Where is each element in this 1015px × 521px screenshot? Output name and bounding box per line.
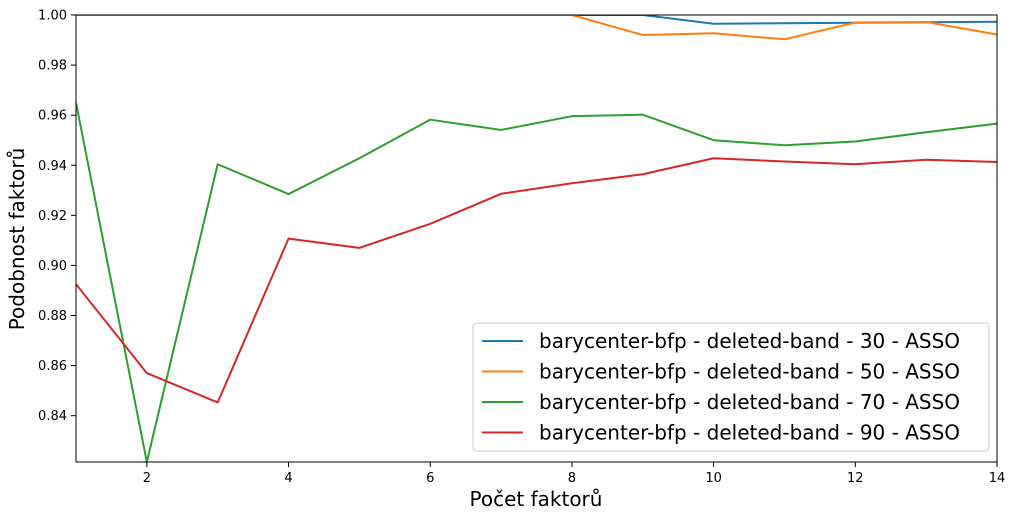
y-tick-label: 0.92 — [38, 209, 67, 224]
x-axis-title: Počet faktorů — [470, 487, 603, 511]
y-tick-label: 0.88 — [38, 309, 67, 324]
series-line-4 — [76, 157, 997, 404]
legend-label-4: barycenter-bfp - deleted-band - 90 - ASS… — [539, 421, 960, 445]
legend: barycenter-bfp - deleted-band - 30 - ASS… — [472, 322, 990, 452]
x-tick-label: 2 — [143, 471, 151, 486]
legend-label-1: barycenter-bfp - deleted-band - 30 - ASS… — [539, 329, 960, 353]
legend-label-2: barycenter-bfp - deleted-band - 50 - ASS… — [539, 360, 960, 384]
x-tick-label: 4 — [284, 471, 292, 486]
x-tick-label: 6 — [426, 471, 434, 486]
axes-layer: 2 4 6 8 10 12 14 0.84 0.86 0.88 0.90 0.92 0.94 0.96 0.… — [38, 9, 1005, 487]
series-line-3 — [76, 102, 997, 462]
y-tick-label: 0.98 — [38, 59, 67, 74]
y-tick-label: 0.94 — [38, 159, 67, 174]
x-tick-label: 8 — [568, 471, 576, 486]
y-tick-label: 0.84 — [38, 409, 67, 424]
plot-frame — [75, 14, 998, 463]
legend-box — [472, 322, 990, 452]
x-tick-label: 14 — [989, 471, 1006, 486]
x-tick-label: 10 — [705, 471, 722, 486]
series-layer — [76, 15, 997, 462]
y-tick-label: 0.96 — [38, 109, 67, 124]
y-axis-title: Podobnost faktorů — [5, 148, 29, 331]
y-tick-label: 0.86 — [38, 359, 67, 374]
x-tick-label: 12 — [847, 471, 864, 486]
legend-label-3: barycenter-bfp - deleted-band - 70 - ASS… — [539, 390, 960, 414]
y-tick-label: 0.90 — [38, 259, 67, 274]
series-line-1 — [76, 15, 997, 25]
series-line-2 — [76, 15, 997, 41]
y-tick-label: 1.00 — [38, 9, 67, 24]
